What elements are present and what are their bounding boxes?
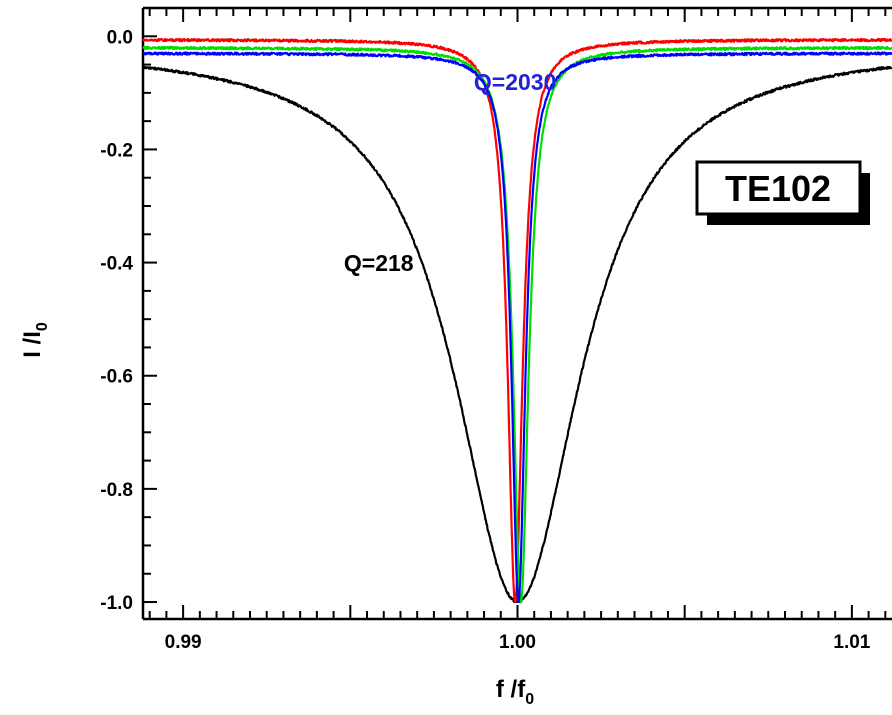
series-line-4 — [142, 51, 892, 603]
y-tick-label: 0.0 — [107, 27, 133, 48]
annotation-label: Q=2030 — [474, 69, 557, 95]
y-tick-label: -0.2 — [100, 140, 133, 161]
x-axis-title: f /f0 — [496, 676, 534, 708]
annotation-label: Q=218 — [344, 250, 414, 276]
y-axis-title: I /I0 — [19, 322, 51, 358]
x-axis-title-main: f /f — [496, 676, 526, 703]
series-curves — [141, 37, 892, 604]
y-tick-label: -1.0 — [100, 593, 133, 614]
axis-ticks — [143, 7, 887, 619]
series-line-3 — [142, 45, 892, 604]
te102-label: TE102 — [725, 168, 831, 209]
y-tick-label: -0.8 — [100, 480, 133, 501]
x-tick-label: 1.01 — [833, 632, 870, 653]
x-axis-title-sub: 0 — [525, 691, 534, 708]
y-axis-title-main: I /I — [19, 331, 46, 358]
x-tick-label: 0.99 — [165, 632, 202, 653]
y-axis-title-sub: 0 — [34, 322, 51, 331]
annotations: Q=2030 Q=218 — [344, 69, 557, 276]
x-tick-label: 1.00 — [499, 632, 536, 653]
y-tick-label: -0.4 — [100, 254, 133, 275]
y-tick-label: -0.6 — [100, 367, 133, 388]
te102-label-box: TE102 — [695, 160, 870, 225]
te102-box — [695, 160, 862, 216]
tick-labels: 0.99 1.00 1.01 0.0 -0.2 -0.4 -0.6 -0.8 -1.0 — [100, 27, 871, 653]
